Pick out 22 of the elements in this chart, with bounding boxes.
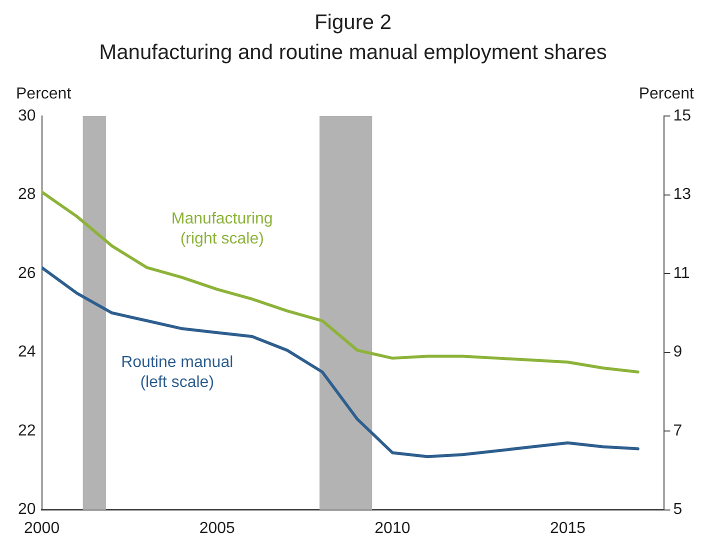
y-tick-label: 30 (18, 107, 36, 124)
y2-tick-label: 5 (673, 501, 682, 518)
x-tick-label: 2000 (24, 520, 60, 537)
x-tick-label: 2005 (199, 520, 236, 537)
y2-tick-label: 9 (673, 344, 682, 361)
y-tick-label: 20 (18, 501, 36, 518)
y2-tick-label: 15 (673, 107, 692, 124)
y-axis-title: Percent (16, 85, 72, 102)
chart-subtitle: Manufacturing and routine manual employment shares (98, 40, 608, 66)
y-tick-label: 28 (18, 186, 36, 204)
y2-tick-label: 13 (673, 186, 692, 204)
x-tick-label: 2010 (374, 520, 410, 537)
y2-tick-label: 7 (673, 422, 682, 440)
series-label: Routine manual (left scale) (121, 354, 234, 391)
y-tick-label: 24 (18, 344, 36, 361)
series-label: Manufacturing (right scale) (171, 210, 273, 248)
y-tick-label: 26 (18, 264, 36, 282)
y-tick-label: 22 (18, 422, 36, 440)
y2-axis-title: Percent (638, 85, 695, 102)
x-tick-label: 2015 (550, 520, 586, 537)
chart-title: Figure 2 (313, 10, 393, 36)
y2-tick-label: 11 (673, 264, 690, 282)
